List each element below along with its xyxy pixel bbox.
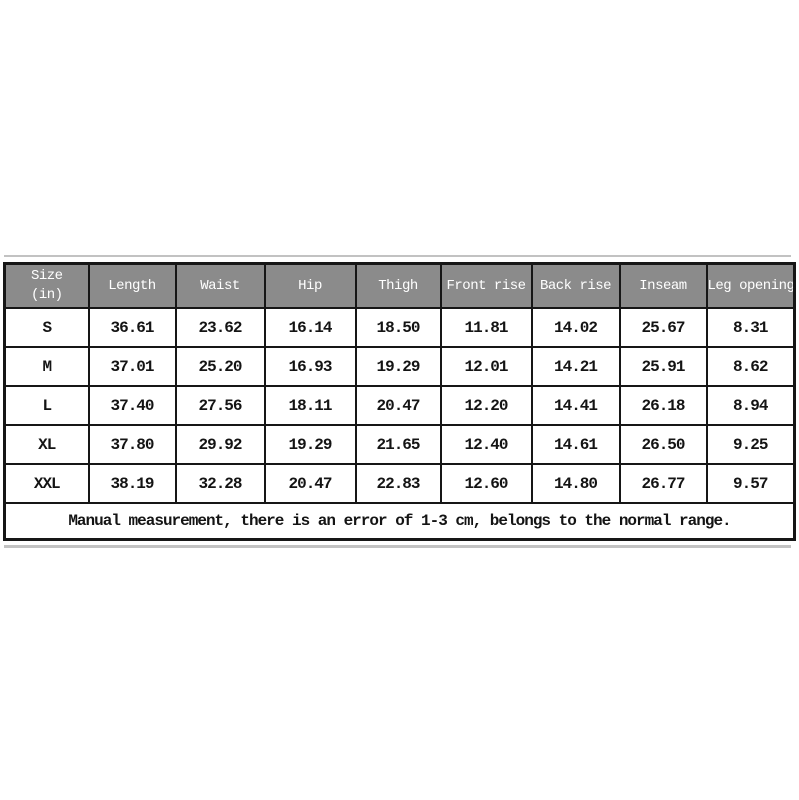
header-cell-front-rise: Front rise (439, 262, 533, 309)
value-cell: 20.47 (354, 385, 442, 426)
size-header-line1: Size (30, 268, 63, 285)
value-cell: 25.67 (618, 307, 708, 348)
size-cell: XXL (3, 463, 90, 504)
table-row-m: M 37.01 25.20 16.93 19.29 12.01 14.21 25… (3, 346, 796, 387)
value-cell: 29.92 (174, 424, 266, 465)
value-cell: 27.56 (174, 385, 266, 426)
header-cell-thigh: Thigh (354, 262, 442, 309)
value-cell: 25.20 (174, 346, 266, 387)
value-cell: 8.62 (705, 346, 796, 387)
size-cell: S (3, 307, 90, 348)
measurement-note: Manual measurement, there is an error of… (3, 502, 796, 541)
value-cell: 12.60 (439, 463, 533, 504)
value-cell: 26.50 (618, 424, 708, 465)
value-cell: 14.02 (530, 307, 621, 348)
table-row-l: L 37.40 27.56 18.11 20.47 12.20 14.41 26… (3, 385, 796, 426)
header-cell-leg-opening: Leg opening (705, 262, 796, 309)
value-cell: 38.19 (87, 463, 177, 504)
value-cell: 14.21 (530, 346, 621, 387)
value-cell: 12.01 (439, 346, 533, 387)
table-row-s: S 36.61 23.62 16.14 18.50 11.81 14.02 25… (3, 307, 796, 348)
value-cell: 14.80 (530, 463, 621, 504)
table-row-xxl: XXL 38.19 32.28 20.47 22.83 12.60 14.80 … (3, 463, 796, 504)
value-cell: 12.20 (439, 385, 533, 426)
header-cell-back-rise: Back rise (530, 262, 621, 309)
value-cell: 8.31 (705, 307, 796, 348)
value-cell: 11.81 (439, 307, 533, 348)
header-cell-length: Length (87, 262, 177, 309)
table-bottom-shadow-line (4, 545, 791, 548)
value-cell: 9.57 (705, 463, 796, 504)
value-cell: 36.61 (87, 307, 177, 348)
table-row-xl: XL 37.80 29.92 19.29 21.65 12.40 14.61 2… (3, 424, 796, 465)
value-cell: 26.18 (618, 385, 708, 426)
value-cell: 19.29 (263, 424, 357, 465)
header-cell-size: Size (in) (3, 262, 90, 309)
value-cell: 25.91 (618, 346, 708, 387)
value-cell: 16.14 (263, 307, 357, 348)
value-cell: 14.41 (530, 385, 621, 426)
size-cell: M (3, 346, 90, 387)
header-cell-hip: Hip (263, 262, 357, 309)
value-cell: 14.61 (530, 424, 621, 465)
value-cell: 37.80 (87, 424, 177, 465)
value-cell: 18.50 (354, 307, 442, 348)
size-chart-table: Size (in) Length Waist Hip Thigh Front ri… (3, 262, 796, 541)
size-header-line2: (in) (30, 287, 63, 303)
value-cell: 37.40 (87, 385, 177, 426)
value-cell: 16.93 (263, 346, 357, 387)
value-cell: 9.25 (705, 424, 796, 465)
size-cell: XL (3, 424, 90, 465)
value-cell: 26.77 (618, 463, 708, 504)
value-cell: 19.29 (354, 346, 442, 387)
value-cell: 23.62 (174, 307, 266, 348)
note-row: Manual measurement, there is an error of… (3, 502, 796, 541)
value-cell: 22.83 (354, 463, 442, 504)
value-cell: 21.65 (354, 424, 442, 465)
value-cell: 32.28 (174, 463, 266, 504)
header-cell-waist: Waist (174, 262, 266, 309)
value-cell: 12.40 (439, 424, 533, 465)
table-top-shadow-line (4, 255, 791, 257)
size-cell: L (3, 385, 90, 426)
header-cell-inseam: Inseam (618, 262, 708, 309)
header-row: Size (in) Length Waist Hip Thigh Front ri… (3, 262, 796, 309)
value-cell: 18.11 (263, 385, 357, 426)
value-cell: 37.01 (87, 346, 177, 387)
value-cell: 20.47 (263, 463, 357, 504)
value-cell: 8.94 (705, 385, 796, 426)
